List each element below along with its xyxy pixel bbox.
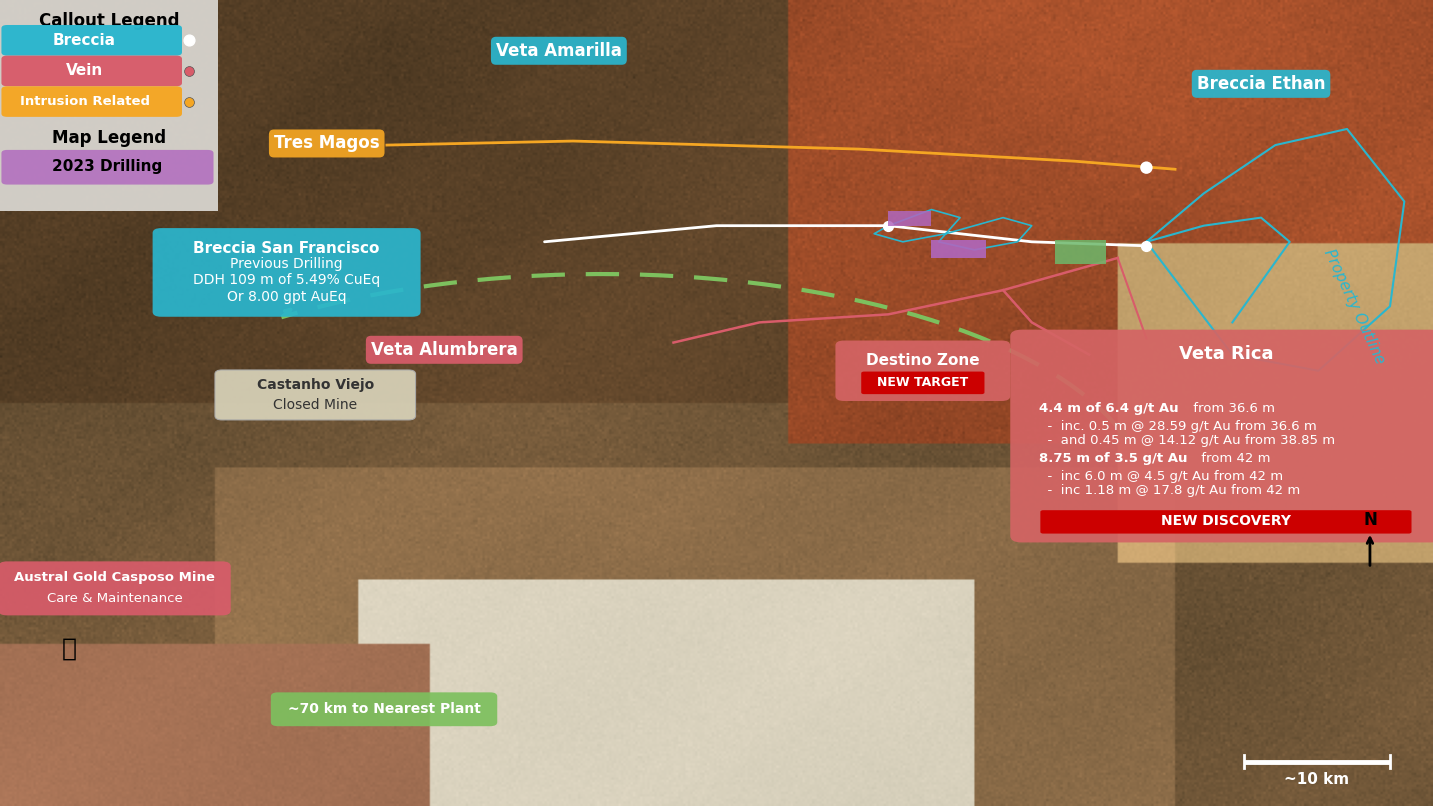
FancyBboxPatch shape <box>1 86 182 117</box>
Point <box>877 219 900 232</box>
FancyBboxPatch shape <box>835 340 1010 401</box>
Text: Previous Drilling: Previous Drilling <box>231 257 342 272</box>
FancyBboxPatch shape <box>215 370 416 420</box>
Text: -  inc 6.0 m @ 4.5 g/t Au from 42 m: - inc 6.0 m @ 4.5 g/t Au from 42 m <box>1039 470 1283 483</box>
Text: N: N <box>1363 511 1377 529</box>
Text: Castanho Viejo: Castanho Viejo <box>257 378 374 393</box>
Text: NEW DISCOVERY: NEW DISCOVERY <box>1161 514 1291 529</box>
Text: 4.4 m of 6.4 g/t Au: 4.4 m of 6.4 g/t Au <box>1039 402 1178 415</box>
Text: Property Outline: Property Outline <box>1321 247 1387 366</box>
Text: Intrusion Related: Intrusion Related <box>20 95 149 108</box>
Text: 🏭: 🏭 <box>62 637 76 661</box>
FancyBboxPatch shape <box>0 0 218 211</box>
Text: -  inc. 0.5 m @ 28.59 g/t Au from 36.6 m: - inc. 0.5 m @ 28.59 g/t Au from 36.6 m <box>1039 420 1317 433</box>
Text: Or 8.00 gpt AuEq: Or 8.00 gpt AuEq <box>226 289 347 304</box>
Text: -  and 0.45 m @ 14.12 g/t Au from 38.85 m: - and 0.45 m @ 14.12 g/t Au from 38.85 m <box>1039 434 1336 447</box>
Text: Breccia San Francisco: Breccia San Francisco <box>193 241 380 256</box>
Text: Care & Maintenance: Care & Maintenance <box>47 592 182 605</box>
Text: Destino Zone: Destino Zone <box>866 353 980 368</box>
FancyBboxPatch shape <box>0 561 231 616</box>
Point <box>178 34 201 47</box>
Text: Veta Amarilla: Veta Amarilla <box>496 42 622 60</box>
FancyBboxPatch shape <box>1010 330 1433 542</box>
Text: Breccia Ethan: Breccia Ethan <box>1197 75 1326 93</box>
Point <box>178 95 201 108</box>
Text: 8.75 m of 3.5 g/t Au: 8.75 m of 3.5 g/t Au <box>1039 452 1188 465</box>
Text: Vein: Vein <box>66 64 103 78</box>
Text: Tres Magos: Tres Magos <box>274 135 380 152</box>
Text: 2023 Drilling: 2023 Drilling <box>53 160 162 174</box>
FancyBboxPatch shape <box>888 211 931 226</box>
Text: NEW TARGET: NEW TARGET <box>877 376 969 389</box>
Text: Callout Legend: Callout Legend <box>39 12 179 30</box>
FancyBboxPatch shape <box>1 150 214 185</box>
FancyBboxPatch shape <box>931 240 986 258</box>
Text: Breccia: Breccia <box>53 33 116 48</box>
Point <box>1135 161 1158 174</box>
FancyBboxPatch shape <box>1055 240 1106 264</box>
Text: Veta Rica: Veta Rica <box>1179 345 1273 363</box>
Point <box>1135 239 1158 252</box>
Text: ~70 km to Nearest Plant: ~70 km to Nearest Plant <box>288 702 480 717</box>
Text: from 36.6 m: from 36.6 m <box>1189 402 1275 415</box>
FancyBboxPatch shape <box>271 692 497 726</box>
Text: ~10 km: ~10 km <box>1284 772 1350 787</box>
Text: -  inc 1.18 m @ 17.8 g/t Au from 42 m: - inc 1.18 m @ 17.8 g/t Au from 42 m <box>1039 484 1300 497</box>
Text: Veta Alumbrera: Veta Alumbrera <box>371 341 517 359</box>
FancyBboxPatch shape <box>1 25 182 56</box>
FancyBboxPatch shape <box>1 56 182 86</box>
Point <box>178 64 201 77</box>
Text: Closed Mine: Closed Mine <box>274 397 357 412</box>
Text: Map Legend: Map Legend <box>52 129 166 147</box>
FancyBboxPatch shape <box>861 372 984 394</box>
Text: DDH 109 m of 5.49% CuEq: DDH 109 m of 5.49% CuEq <box>193 273 380 288</box>
Text: from 42 m: from 42 m <box>1197 452 1270 465</box>
Text: Austral Gold Casposo Mine: Austral Gold Casposo Mine <box>14 571 215 584</box>
Point <box>1111 426 1134 439</box>
FancyBboxPatch shape <box>153 228 421 317</box>
FancyBboxPatch shape <box>1040 510 1412 534</box>
